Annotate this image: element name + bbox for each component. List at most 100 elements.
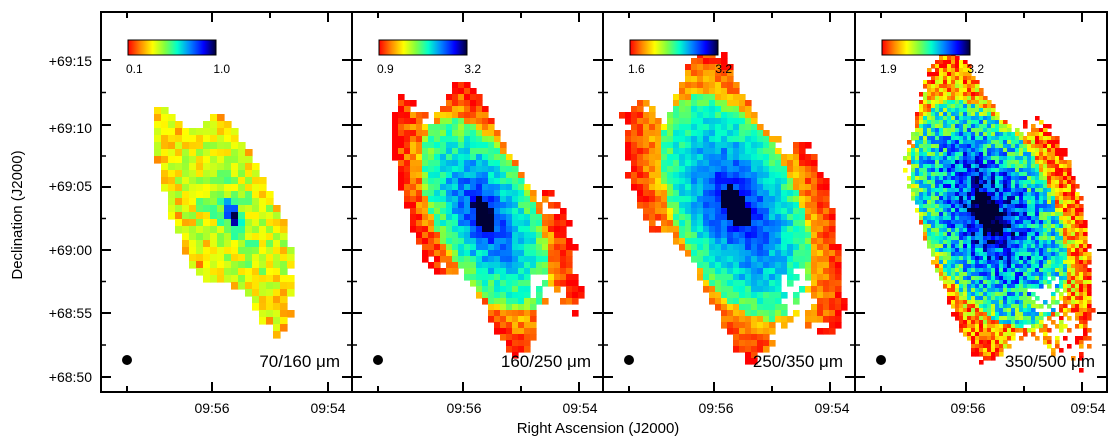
- map-pixel: [923, 140, 928, 145]
- map-pixel: [955, 84, 960, 89]
- map-pixel: [999, 292, 1004, 297]
- map-pixel: [979, 236, 984, 241]
- map-pixel: [203, 128, 211, 136]
- map-pixel: [566, 262, 573, 269]
- colorbar: [127, 39, 217, 56]
- map-pixel: [739, 316, 746, 323]
- x-tick-label: 09:54: [1070, 400, 1105, 416]
- map-pixel: [196, 177, 204, 185]
- map-pixel: [1003, 344, 1008, 349]
- colorbar-max-label: 3.2: [967, 62, 984, 76]
- map-pixel: [1003, 204, 1008, 209]
- map-pixel: [482, 286, 489, 293]
- map-pixel: [259, 177, 267, 185]
- map-pixel: [963, 204, 968, 209]
- map-pixel: [1039, 264, 1044, 269]
- map-pixel: [727, 310, 734, 317]
- map-pixel: [196, 261, 204, 269]
- map-pixel: [1031, 228, 1036, 233]
- map-pixel: [287, 282, 295, 290]
- map-pixel: [775, 220, 782, 227]
- map-pixel: [979, 160, 984, 165]
- map-pixel: [476, 292, 483, 299]
- map-pixel: [757, 262, 764, 269]
- map-pixel: [959, 192, 964, 197]
- map-pixel: [1027, 172, 1032, 177]
- map-pixel: [476, 172, 483, 179]
- map-pixel: [1027, 312, 1032, 317]
- map-pixel: [1031, 160, 1036, 165]
- map-pixel: [983, 248, 988, 253]
- map-pixel: [518, 178, 525, 185]
- map-pixel: [829, 256, 836, 263]
- map-pixel: [733, 328, 740, 335]
- map-pixel: [721, 322, 728, 329]
- map-pixel: [991, 108, 996, 113]
- map-pixel: [1059, 156, 1064, 161]
- map-pixel: [757, 178, 764, 185]
- map-pixel: [464, 160, 471, 167]
- map-pixel: [440, 202, 447, 209]
- map-pixel: [935, 208, 940, 213]
- map-pixel: [530, 250, 537, 257]
- map-pixel: [518, 268, 525, 275]
- map-pixel: [404, 124, 411, 131]
- map-pixel: [955, 112, 960, 117]
- map-pixel: [971, 272, 976, 277]
- map-pixel: [548, 256, 555, 263]
- map-pixel: [697, 130, 704, 137]
- map-pixel: [428, 226, 435, 233]
- map-pixel: [494, 148, 501, 155]
- map-pixel: [1063, 296, 1068, 301]
- map-pixel: [488, 130, 495, 137]
- map-pixel: [697, 262, 704, 269]
- map-pixel: [757, 310, 764, 317]
- map-pixel: [476, 184, 483, 191]
- map-pixel: [203, 191, 211, 199]
- map-pixel: [817, 214, 824, 221]
- map-pixel: [643, 136, 650, 143]
- map-pixel: [939, 260, 944, 265]
- map-pixel: [1047, 344, 1052, 349]
- map-pixel: [955, 160, 960, 165]
- map-pixel: [1035, 212, 1040, 217]
- map-pixel: [971, 240, 976, 245]
- map-pixel: [1007, 272, 1012, 277]
- map-pixel: [1071, 248, 1076, 253]
- map-pixel: [203, 156, 211, 164]
- map-pixel: [679, 202, 686, 209]
- map-pixel: [217, 128, 225, 136]
- map-pixel: [709, 292, 716, 299]
- map-pixel: [709, 214, 716, 221]
- map-pixel: [967, 216, 972, 221]
- map-pixel: [1019, 216, 1024, 221]
- map-pixel: [939, 256, 944, 261]
- map-pixel: [500, 268, 507, 275]
- map-pixel: [715, 238, 722, 245]
- map-pixel: [817, 220, 824, 227]
- map-pixel: [935, 172, 940, 177]
- map-pixel: [506, 274, 513, 281]
- map-pixel: [506, 292, 513, 299]
- map-pixel: [168, 121, 176, 129]
- map-pixel: [959, 160, 964, 165]
- map-pixel: [1023, 120, 1028, 125]
- beam-marker: [122, 355, 132, 365]
- map-pixel: [168, 156, 176, 164]
- map-pixel: [987, 244, 992, 249]
- map-pixel: [951, 144, 956, 149]
- map-pixel: [398, 106, 405, 113]
- map-pixel: [951, 88, 956, 93]
- map-pixel: [1047, 304, 1052, 309]
- map-pixel: [259, 261, 267, 269]
- map-pixel: [266, 261, 274, 269]
- map-pixel: [1015, 172, 1020, 177]
- map-pixel: [939, 56, 944, 61]
- map-pixel: [530, 214, 537, 221]
- map-pixel: [709, 154, 716, 161]
- map-pixel: [1015, 324, 1020, 329]
- map-pixel: [763, 208, 770, 215]
- map-pixel: [1027, 220, 1032, 225]
- map-pixel: [500, 244, 507, 251]
- map-pixel: [1003, 332, 1008, 337]
